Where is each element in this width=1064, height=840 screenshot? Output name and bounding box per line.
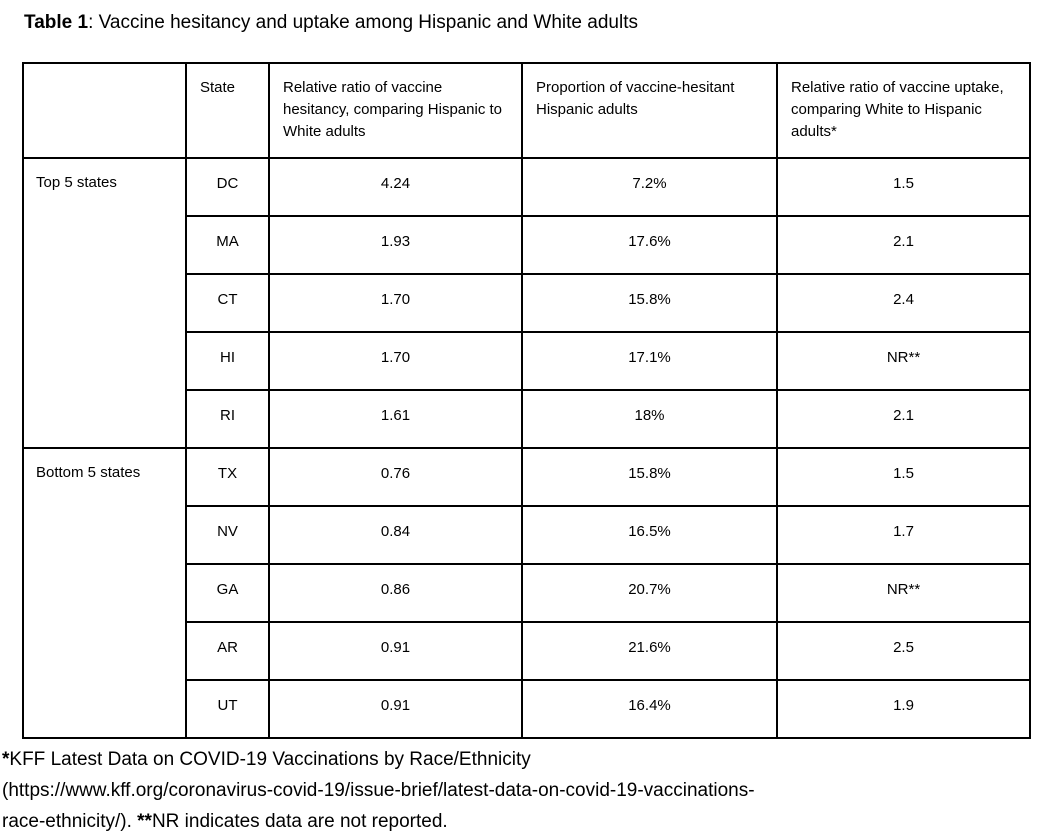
hesitancy-ratio-cell: 0.84 bbox=[268, 505, 523, 565]
vaccine-hesitancy-table: State Relative ratio of vaccine hesitanc… bbox=[22, 62, 1031, 739]
state-cell: CT bbox=[185, 273, 270, 333]
footnote-source-text: KFF Latest Data on COVID-19 Vaccinations… bbox=[9, 749, 531, 770]
table-row: RI 1.61 18% 2.1 bbox=[23, 389, 1031, 449]
proportion-cell: 17.6% bbox=[521, 215, 778, 275]
state-cell: DC bbox=[185, 157, 270, 217]
hesitancy-ratio-cell: 1.93 bbox=[268, 215, 523, 275]
table-row: UT 0.91 16.4% 1.9 bbox=[23, 679, 1031, 739]
proportion-cell: 15.8% bbox=[521, 447, 778, 507]
proportion-cell: 17.1% bbox=[521, 331, 778, 391]
table-row: CT 1.70 15.8% 2.4 bbox=[23, 273, 1031, 333]
hesitancy-ratio-cell: 0.91 bbox=[268, 621, 523, 681]
state-cell: HI bbox=[185, 331, 270, 391]
footnote-url-end-text: race-ethnicity/). bbox=[2, 811, 138, 832]
footnote-line-3: race-ethnicity/). **NR indicates data ar… bbox=[2, 806, 1064, 837]
footnote-double-asterisk: ** bbox=[137, 811, 152, 832]
uptake-ratio-cell: 1.7 bbox=[776, 505, 1031, 565]
footnote-nr-text: NR indicates data are not reported. bbox=[151, 811, 448, 832]
hesitancy-ratio-cell: 0.86 bbox=[268, 563, 523, 623]
uptake-ratio-cell: 1.9 bbox=[776, 679, 1031, 739]
state-cell: UT bbox=[185, 679, 270, 739]
proportion-cell: 20.7% bbox=[521, 563, 778, 623]
table-row: HI 1.70 17.1% NR** bbox=[23, 331, 1031, 391]
table-caption: Table 1: Vaccine hesitancy and uptake am… bbox=[24, 12, 1064, 34]
uptake-ratio-cell: NR** bbox=[776, 331, 1031, 391]
uptake-ratio-cell: 2.5 bbox=[776, 621, 1031, 681]
header-blank bbox=[22, 62, 187, 159]
table-row: Bottom 5 states TX 0.76 15.8% 1.5 bbox=[22, 447, 1031, 739]
table-row: AR 0.91 21.6% 2.5 bbox=[23, 621, 1031, 681]
uptake-ratio-cell: 1.5 bbox=[776, 157, 1031, 217]
proportion-cell: 16.4% bbox=[521, 679, 778, 739]
footnote-line-2: (https://www.kff.org/coronavirus-covid-1… bbox=[2, 775, 1064, 806]
table-row: Top 5 states DC 4.24 7.2% 1.5 bbox=[22, 157, 1031, 449]
uptake-ratio-cell: NR** bbox=[776, 563, 1031, 623]
footnote-asterisk: * bbox=[2, 749, 10, 770]
header-row: State Relative ratio of vaccine hesitanc… bbox=[22, 62, 1031, 159]
hesitancy-ratio-cell: 0.76 bbox=[268, 447, 523, 507]
header-proportion: Proportion of vaccine-hesitant Hispanic … bbox=[521, 62, 778, 159]
table-footnotes: *KFF Latest Data on COVID-19 Vaccination… bbox=[2, 744, 1064, 837]
uptake-ratio-cell: 2.1 bbox=[776, 389, 1031, 449]
table-row: MA 1.93 17.6% 2.1 bbox=[23, 215, 1031, 275]
footnote-url-text: (https://www.kff.org/coronavirus-covid-1… bbox=[2, 780, 755, 801]
hesitancy-ratio-cell: 1.70 bbox=[268, 273, 523, 333]
table-row: GA 0.86 20.7% NR** bbox=[23, 563, 1031, 623]
state-cell: NV bbox=[185, 505, 270, 565]
footnote-line-1: *KFF Latest Data on COVID-19 Vaccination… bbox=[2, 744, 1064, 775]
state-cell: AR bbox=[185, 621, 270, 681]
group-label-bottom-5-states: Bottom 5 states bbox=[22, 447, 187, 739]
table-caption-label: Table 1 bbox=[24, 12, 89, 33]
hesitancy-ratio-cell: 4.24 bbox=[268, 157, 523, 217]
proportion-cell: 7.2% bbox=[521, 157, 778, 217]
proportion-cell: 15.8% bbox=[521, 273, 778, 333]
group-label-top-5-states: Top 5 states bbox=[22, 157, 187, 449]
proportion-cell: 16.5% bbox=[521, 505, 778, 565]
hesitancy-ratio-cell: 1.61 bbox=[268, 389, 523, 449]
uptake-ratio-cell: 1.5 bbox=[776, 447, 1031, 507]
proportion-cell: 18% bbox=[521, 389, 778, 449]
state-cell: RI bbox=[185, 389, 270, 449]
hesitancy-ratio-cell: 0.91 bbox=[268, 679, 523, 739]
state-cell: GA bbox=[185, 563, 270, 623]
header-hesitancy-ratio: Relative ratio of vaccine hesitancy, com… bbox=[268, 62, 523, 159]
state-cell: TX bbox=[185, 447, 270, 507]
uptake-ratio-cell: 2.4 bbox=[776, 273, 1031, 333]
header-state: State bbox=[185, 62, 270, 159]
table-row: NV 0.84 16.5% 1.7 bbox=[23, 505, 1031, 565]
hesitancy-ratio-cell: 1.70 bbox=[268, 331, 523, 391]
proportion-cell: 21.6% bbox=[521, 621, 778, 681]
state-cell: MA bbox=[185, 215, 270, 275]
table-caption-text: : Vaccine hesitancy and uptake among His… bbox=[88, 12, 638, 33]
uptake-ratio-cell: 2.1 bbox=[776, 215, 1031, 275]
header-uptake-ratio: Relative ratio of vaccine uptake, compar… bbox=[776, 62, 1031, 159]
